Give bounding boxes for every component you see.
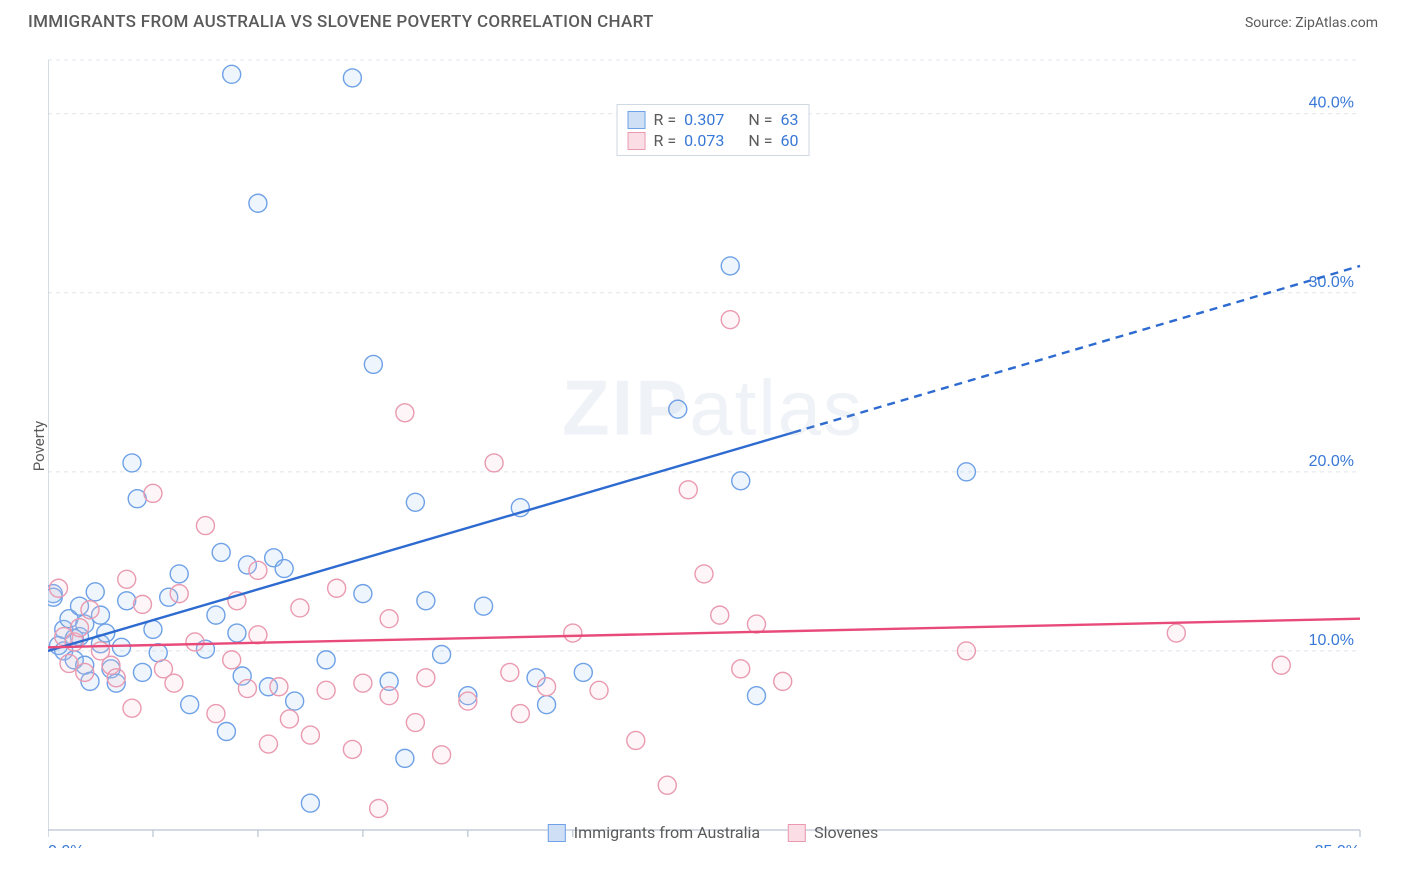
legend-swatch-2b	[788, 824, 806, 842]
chart-title: IMMIGRANTS FROM AUSTRALIA VS SLOVENE POV…	[28, 12, 654, 32]
legend-label-2: Slovenes	[814, 823, 878, 842]
legend-r-value-1: 0.307	[684, 110, 724, 129]
legend-row-series-2: R = 0.073 N = 60	[628, 130, 799, 151]
legend-swatch-2	[628, 132, 646, 150]
legend-swatch-1b	[548, 824, 566, 842]
legend-n-value-1: 63	[780, 110, 798, 129]
svg-text:10.0%: 10.0%	[1309, 632, 1354, 649]
source-label: Source: ZipAtlas.com	[1245, 15, 1378, 31]
svg-text:0.0%: 0.0%	[48, 843, 84, 848]
legend-n-label: N =	[748, 110, 772, 129]
legend-item-2: Slovenes	[788, 823, 878, 842]
svg-text:20.0%: 20.0%	[1309, 453, 1354, 470]
stats-legend: R = 0.307 N = 63 R = 0.073 N = 60	[617, 104, 810, 156]
legend-row-series-1: R = 0.307 N = 63	[628, 109, 799, 130]
legend-item-1: Immigrants from Australia	[548, 823, 760, 842]
legend-r-label: R =	[654, 131, 677, 150]
svg-text:25.0%: 25.0%	[1315, 843, 1360, 848]
series-legend: Immigrants from Australia Slovenes	[548, 823, 878, 842]
legend-r-label: R =	[654, 110, 677, 129]
svg-text:30.0%: 30.0%	[1309, 274, 1354, 291]
svg-text:40.0%: 40.0%	[1309, 95, 1354, 112]
legend-r-value-2: 0.073	[684, 131, 724, 150]
y-axis-label: Poverty	[30, 421, 48, 471]
legend-n-label: N =	[748, 131, 772, 150]
legend-swatch-1	[628, 111, 646, 129]
legend-label-1: Immigrants from Australia	[574, 823, 760, 842]
scatter-plot: 0.0% 25.0% 10.0% 20.0% 30.0% 40.0%	[48, 48, 1378, 848]
legend-n-value-2: 60	[780, 131, 798, 150]
chart-area: ZIPatlas 0.0%25.0%10.0%20.0%30.0%40.0% R…	[48, 48, 1378, 848]
